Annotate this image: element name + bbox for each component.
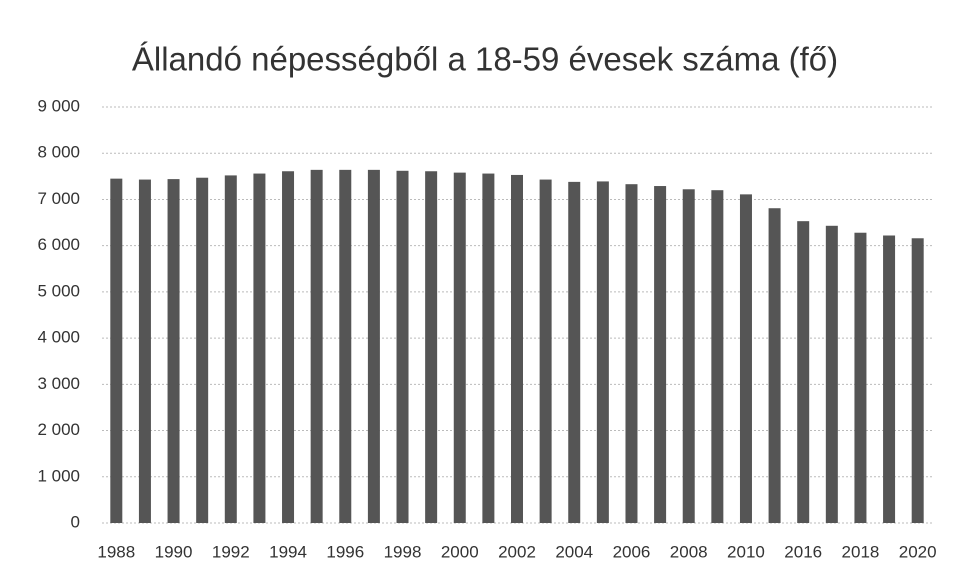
- x-tick-label: 1994: [269, 542, 307, 561]
- bar: [768, 208, 781, 523]
- bar: [654, 186, 667, 524]
- bar: [854, 232, 867, 524]
- bar: [425, 171, 438, 523]
- x-tick-label: 1988: [97, 542, 135, 561]
- bar: [825, 225, 838, 523]
- y-tick-label: 5 000: [37, 281, 80, 300]
- y-tick-label: 4 000: [37, 328, 80, 347]
- x-tick-label: 2008: [670, 542, 708, 561]
- y-tick-label: 9 000: [37, 96, 80, 115]
- x-tick-label: 2002: [498, 542, 536, 561]
- bar: [138, 179, 151, 523]
- bar: [511, 174, 523, 524]
- bar: [367, 169, 380, 523]
- bar: [167, 179, 180, 523]
- bar: [797, 221, 810, 523]
- bar: [739, 194, 752, 524]
- bar: [453, 172, 466, 523]
- bar: [396, 170, 409, 523]
- y-tick-label: 1 000: [37, 466, 80, 485]
- bar: [310, 169, 323, 523]
- x-tick-label: 1996: [326, 542, 364, 561]
- bar: [482, 173, 495, 523]
- x-tick-label: 2006: [613, 542, 651, 561]
- x-tick-label: 2016: [784, 542, 822, 561]
- bar: [883, 235, 896, 523]
- y-tick-label: 8 000: [37, 143, 80, 162]
- y-tick-label: 6 000: [37, 235, 80, 254]
- x-tick-label: 2020: [899, 542, 937, 561]
- x-tick-label: 2018: [842, 542, 880, 561]
- bar: [568, 181, 581, 523]
- bar: [282, 171, 295, 523]
- chart-title: Állandó népességből a 18-59 évesek száma…: [132, 41, 838, 78]
- bar: [196, 177, 209, 523]
- bar: [625, 184, 638, 524]
- bar: [339, 169, 352, 523]
- x-tick-label: 1992: [212, 542, 250, 561]
- bar: [253, 173, 266, 523]
- bar: [539, 179, 552, 523]
- y-tick-label: 7 000: [37, 189, 80, 208]
- y-tick-label: 3 000: [37, 374, 80, 393]
- y-tick-label: 0: [71, 512, 80, 531]
- x-tick-label: 2010: [727, 542, 765, 561]
- bar: [711, 190, 724, 523]
- bar: [911, 238, 924, 523]
- bar: [110, 178, 123, 523]
- x-tick-label: 2004: [555, 542, 593, 561]
- x-tick-label: 1990: [155, 542, 193, 561]
- x-tick-label: 2000: [441, 542, 479, 561]
- y-tick-label: 2 000: [37, 420, 80, 439]
- bar: [682, 189, 695, 523]
- x-tick-label: 1998: [384, 542, 422, 561]
- bar: [224, 175, 237, 524]
- bar: [596, 181, 609, 523]
